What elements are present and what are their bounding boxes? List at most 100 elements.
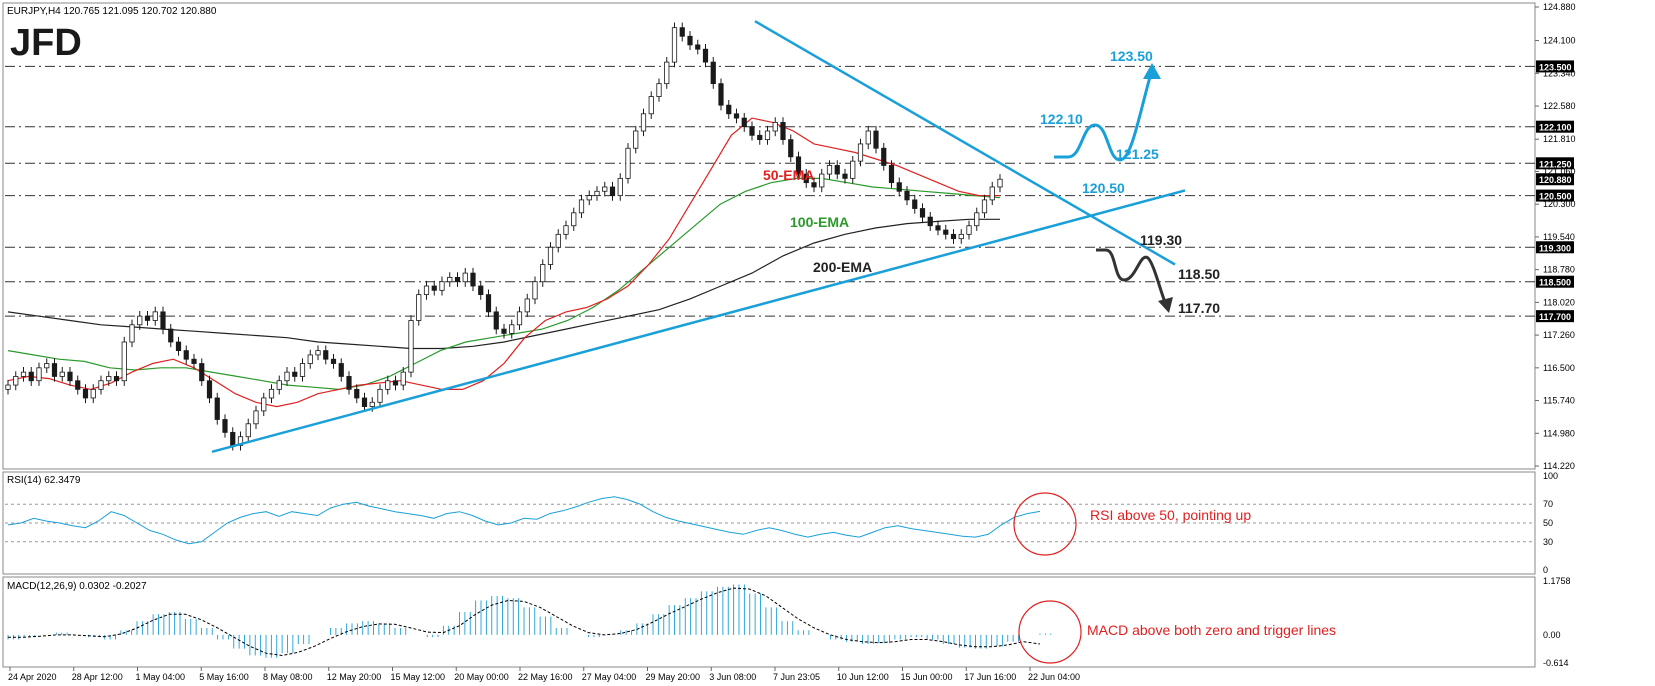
candle-body [927,216,933,227]
time-tick-label: 15 Jun 00:00 [901,672,953,682]
time-tick-label: 29 May 20:00 [646,672,701,682]
price-tick-label: 123.340 [1543,68,1576,78]
time-tick-label: 20 May 00:00 [454,672,509,682]
candle-body [137,315,143,326]
rsi-tick-label: 30 [1543,537,1553,547]
candle-body [865,130,871,145]
time-tick-label: 7 Jun 23:05 [773,672,820,682]
macd-tick-label: -0.614 [1543,658,1569,668]
level-box-label: 117.700 [1539,312,1571,322]
candle-body [749,126,755,136]
time-tick-label: 28 Apr 12:00 [72,672,123,682]
candle-body [857,143,864,162]
candle-body [764,130,771,141]
rsi-tick-label: 100 [1543,471,1558,481]
candle-body [385,380,391,390]
candle-body [834,165,840,175]
rsi-annotation: RSI above 50, pointing up [1090,507,1251,523]
candle-body [919,208,926,218]
level-box-label: 120.880 [1539,175,1572,185]
level-box-1 [1536,120,1574,133]
candle-body [648,96,654,115]
candle-body [408,320,414,373]
candle-body [981,199,988,214]
candle-body [121,341,127,382]
candle-body [199,363,205,382]
candle-body [28,371,34,382]
price-tick-label: 124.100 [1543,36,1576,46]
candle-body [222,419,228,433]
main-panel-frame [2,2,1536,470]
time-tick-label: 5 May 16:00 [199,672,249,682]
ema50-label: 50-EMA [763,167,814,183]
bearish-scenario-path [1096,248,1168,306]
macd-panel-frame [2,576,1536,668]
candle-body [36,367,42,382]
candle-body [416,294,422,321]
level-box-2 [1536,157,1574,170]
candle-body [710,61,716,85]
candle-body [462,272,468,283]
candle-body [904,190,910,201]
time-tick-label: 3 Jun 08:00 [709,672,756,682]
level-box-label: 118.500 [1539,278,1571,288]
candle-body [594,190,600,196]
time-tick-label: 8 May 08:00 [263,672,313,682]
candle-body [330,358,337,364]
ema100-line [7,177,1001,391]
rsi-series: 100 70 50 30 0 [5,471,1558,575]
candle-body [439,281,445,291]
candle-body [113,376,120,382]
target-label-117-70: 117.70 [1178,300,1220,316]
macd-series: 1.1758 0.00 -0.614 [7,576,1571,668]
candle-body [935,225,941,231]
target-label-119-30: 119.30 [1140,232,1182,248]
price-tick-label: 124.880 [1543,2,1576,12]
candle-body [44,363,50,369]
candle-body [338,363,344,377]
candle-body [795,156,802,175]
price-tick-label: 121.810 [1543,134,1576,144]
candle-body [571,212,577,227]
candle-body [788,139,794,158]
candle-body [687,35,693,46]
rsi-tick-label: 0 [1543,565,1548,575]
candle-body [191,358,197,364]
candle-body [664,61,670,85]
candle-body [377,388,383,403]
candle-body [888,165,895,184]
price-tick-label: 122.580 [1543,101,1576,111]
candle-body [509,324,515,334]
candle-body [733,113,740,119]
candle-body [640,113,647,132]
bearish-arrowhead-icon [1158,297,1173,313]
target-label-118-50: 118.50 [1178,266,1220,282]
rsi-highlight-circle [1013,492,1077,556]
target-label-121-25: 121.25 [1116,146,1159,162]
price-tick-label: 119.540 [1543,232,1575,242]
candle-body [578,199,585,214]
level-box-label: 122.100 [1539,123,1572,133]
candle-body [51,363,58,377]
candle-body [966,225,972,235]
price-tick-label: 116.500 [1543,363,1575,373]
candle-body [400,371,406,386]
candle-body [59,371,65,377]
candle-body [183,350,189,360]
candle-body [726,104,732,115]
level-box-3 [1536,173,1574,186]
candle-body [702,48,709,63]
level-box-0 [1536,60,1574,73]
candle-body [757,134,763,141]
price-tick-label: 118.780 [1543,265,1575,275]
level-box-6 [1536,275,1574,288]
price-tick-label: 121.060 [1543,166,1576,176]
rsi-title: RSI(14) 62.3479 [7,475,81,486]
time-tick-label: 1 May 04:00 [136,672,186,682]
candle-body [245,423,251,438]
candle-body [253,410,259,425]
downtrend-line [754,20,1176,266]
candle-body [175,341,182,352]
candle-body [315,350,321,356]
